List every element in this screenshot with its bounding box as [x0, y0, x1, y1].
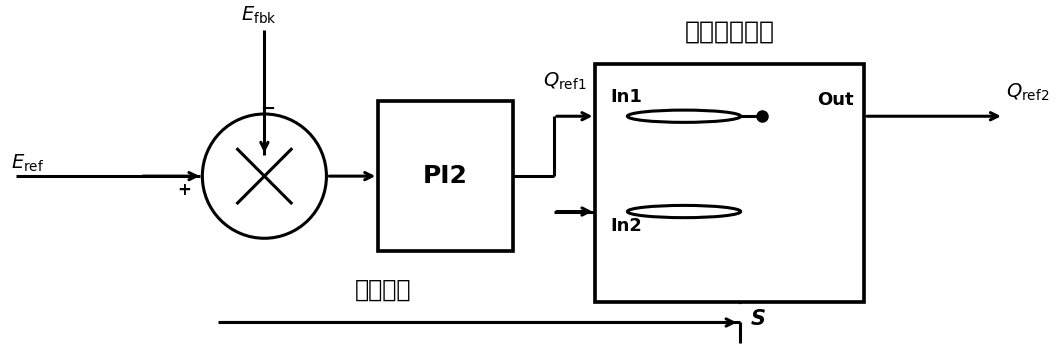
Text: $E_{\rm ref}$: $E_{\rm ref}$	[11, 153, 44, 175]
Text: $Q_{\rm ref1}$: $Q_{\rm ref1}$	[543, 71, 586, 92]
Text: In2: In2	[610, 217, 643, 235]
Text: +: +	[176, 181, 191, 199]
Text: In1: In1	[610, 88, 643, 106]
Text: S: S	[751, 309, 766, 329]
Text: $Q_{\rm ref2}$: $Q_{\rm ref2}$	[1006, 81, 1050, 103]
Text: PI2: PI2	[422, 164, 468, 188]
Text: 控制模式: 控制模式	[355, 278, 412, 302]
Text: Out: Out	[817, 91, 854, 109]
Text: 模式选择开彳: 模式选择开彳	[684, 19, 775, 43]
Text: $E_{\rm fbk}$: $E_{\rm fbk}$	[242, 5, 277, 26]
Bar	[596, 64, 864, 302]
Text: −: −	[260, 100, 275, 118]
Bar	[378, 101, 512, 251]
